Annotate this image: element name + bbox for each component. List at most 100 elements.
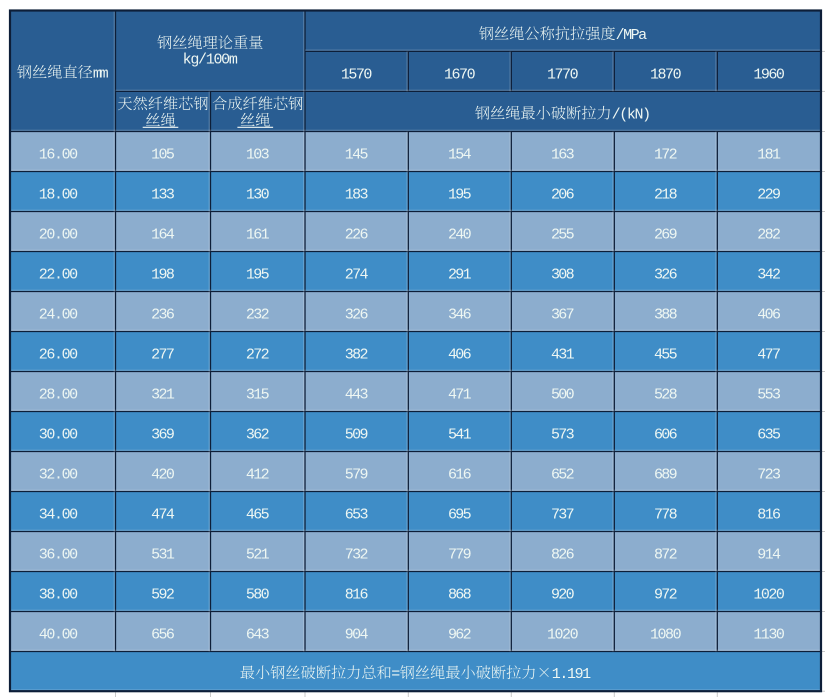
svg-text:695: 695	[448, 507, 472, 524]
svg-text:218: 218	[654, 187, 678, 204]
svg-text:904: 904	[345, 627, 369, 644]
svg-text:/MPa: /MPa	[616, 27, 648, 44]
svg-text:172: 172	[654, 147, 678, 164]
svg-text:133: 133	[151, 187, 175, 204]
svg-text:606: 606	[654, 427, 678, 444]
svg-text:326: 326	[654, 267, 678, 284]
svg-text:24.00: 24.00	[39, 307, 78, 324]
svg-text:195: 195	[246, 267, 270, 284]
svg-text:130: 130	[246, 187, 270, 204]
svg-text:20.00: 20.00	[39, 227, 78, 244]
svg-text:255: 255	[551, 227, 575, 244]
svg-text:656: 656	[151, 627, 175, 644]
svg-text:=: =	[391, 666, 400, 683]
svg-text:1870: 1870	[650, 67, 682, 84]
svg-text:737: 737	[551, 507, 575, 524]
svg-text:346: 346	[448, 307, 472, 324]
svg-text:232: 232	[246, 307, 270, 324]
svg-text:471: 471	[448, 387, 472, 404]
svg-text:455: 455	[654, 347, 678, 364]
svg-text:1670: 1670	[444, 67, 476, 84]
svg-text:198: 198	[151, 267, 175, 284]
svg-text:553: 553	[757, 387, 781, 404]
svg-text:616: 616	[448, 467, 472, 484]
svg-text:816: 816	[757, 507, 781, 524]
svg-text:412: 412	[246, 467, 270, 484]
svg-text:38.00: 38.00	[39, 587, 78, 604]
svg-text:580: 580	[246, 587, 270, 604]
svg-text:34.00: 34.00	[39, 507, 78, 524]
svg-text:161: 161	[246, 227, 270, 244]
svg-text:826: 826	[551, 547, 575, 564]
svg-text:573: 573	[551, 427, 575, 444]
svg-text:431: 431	[551, 347, 575, 364]
svg-text:635: 635	[757, 427, 781, 444]
svg-text:321: 321	[151, 387, 175, 404]
svg-text:500: 500	[551, 387, 575, 404]
svg-text:154: 154	[448, 147, 472, 164]
svg-text:240: 240	[448, 227, 472, 244]
svg-text:40.00: 40.00	[39, 627, 78, 644]
svg-text:528: 528	[654, 387, 678, 404]
svg-text:652: 652	[551, 467, 575, 484]
svg-text:872: 872	[654, 547, 678, 564]
svg-text:465: 465	[246, 507, 270, 524]
svg-text:164: 164	[151, 227, 175, 244]
svg-text:16.00: 16.00	[39, 147, 78, 164]
svg-text:420: 420	[151, 467, 175, 484]
svg-text:183: 183	[345, 187, 369, 204]
svg-text:388: 388	[654, 307, 678, 324]
svg-text:26.00: 26.00	[39, 347, 78, 364]
svg-text:28.00: 28.00	[39, 387, 78, 404]
svg-text:163: 163	[551, 147, 575, 164]
svg-text:22.00: 22.00	[39, 267, 78, 284]
svg-text:779: 779	[448, 547, 472, 564]
svg-text:1770: 1770	[547, 67, 579, 84]
svg-text:229: 229	[757, 187, 781, 204]
svg-text:206: 206	[551, 187, 575, 204]
svg-text:732: 732	[345, 547, 369, 564]
svg-text:914: 914	[757, 547, 781, 564]
svg-text:474: 474	[151, 507, 175, 524]
svg-text:kg/100m: kg/100m	[183, 52, 238, 69]
svg-text:105: 105	[151, 147, 175, 164]
svg-text:236: 236	[151, 307, 175, 324]
svg-text:291: 291	[448, 267, 472, 284]
svg-text:32.00: 32.00	[39, 467, 78, 484]
svg-text:1080: 1080	[650, 627, 682, 644]
svg-text:274: 274	[345, 267, 369, 284]
svg-text:689: 689	[654, 467, 678, 484]
svg-text:1570: 1570	[341, 67, 373, 84]
svg-text:382: 382	[345, 347, 369, 364]
svg-text:443: 443	[345, 387, 369, 404]
svg-text:816: 816	[345, 587, 369, 604]
svg-text:326: 326	[345, 307, 369, 324]
svg-text:541: 541	[448, 427, 472, 444]
svg-text:103: 103	[246, 147, 270, 164]
svg-text:972: 972	[654, 587, 678, 604]
svg-text:723: 723	[757, 467, 781, 484]
svg-text:406: 406	[448, 347, 472, 364]
svg-text:181: 181	[757, 147, 781, 164]
svg-text:282: 282	[757, 227, 781, 244]
svg-text:308: 308	[551, 267, 575, 284]
svg-text:406: 406	[757, 307, 781, 324]
svg-text:18.00: 18.00	[39, 187, 78, 204]
svg-text:/(kN): /(kN)	[612, 107, 652, 124]
svg-text:592: 592	[151, 587, 175, 604]
svg-text:579: 579	[345, 467, 369, 484]
svg-text:315: 315	[246, 387, 270, 404]
svg-text:868: 868	[448, 587, 472, 604]
svg-text:1020: 1020	[547, 627, 579, 644]
svg-text:653: 653	[345, 507, 369, 524]
svg-text:195: 195	[448, 187, 472, 204]
svg-text:643: 643	[246, 627, 270, 644]
svg-text:272: 272	[246, 347, 270, 364]
svg-text:367: 367	[551, 307, 575, 324]
svg-text:277: 277	[151, 347, 175, 364]
svg-text:920: 920	[551, 587, 575, 604]
svg-text:1130: 1130	[753, 627, 785, 644]
svg-text:1960: 1960	[753, 67, 785, 84]
svg-text:226: 226	[345, 227, 369, 244]
svg-text:mm: mm	[93, 66, 109, 83]
